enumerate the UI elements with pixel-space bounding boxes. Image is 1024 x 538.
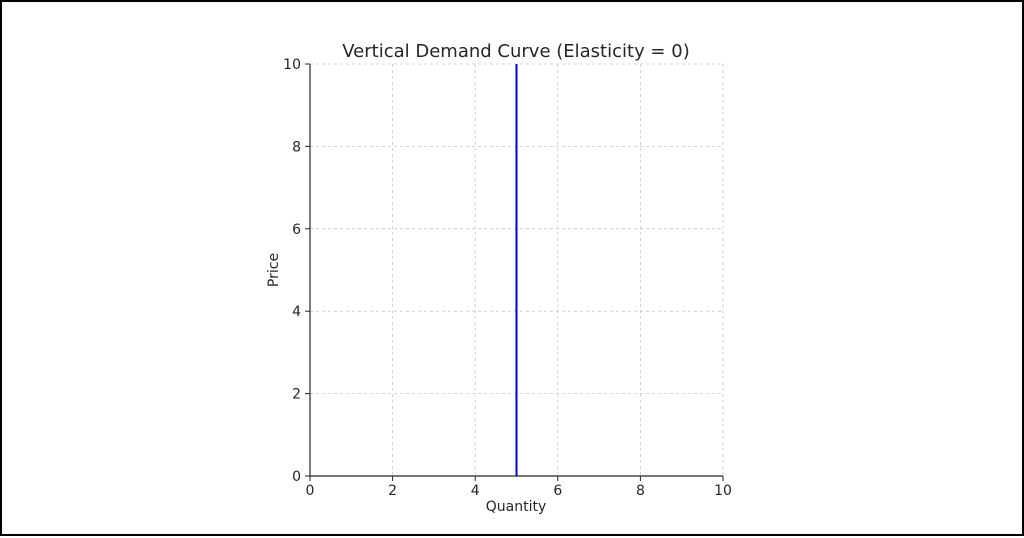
y-tick-label: 4 [292, 304, 301, 320]
x-ticks: 0 2 4 6 8 10 [306, 476, 732, 499]
x-axis-label: Quantity [486, 499, 547, 515]
y-tick-label: 8 [292, 139, 301, 155]
x-tick-label: 8 [636, 483, 645, 499]
x-tick-label: 2 [388, 483, 397, 499]
chart-title: Vertical Demand Curve (Elasticity = 0) [342, 41, 689, 62]
x-tick-label: 4 [471, 483, 480, 499]
y-tick-label: 2 [292, 387, 301, 403]
y-ticks: 0 2 4 6 8 10 [283, 57, 310, 485]
y-tick-label: 10 [283, 57, 301, 73]
x-tick-label: 0 [306, 483, 315, 499]
y-tick-label: 0 [292, 469, 301, 485]
x-tick-label: 6 [553, 483, 562, 499]
y-axis-label: Price [266, 253, 282, 287]
x-tick-label: 10 [714, 483, 732, 499]
y-tick-label: 6 [292, 222, 301, 238]
